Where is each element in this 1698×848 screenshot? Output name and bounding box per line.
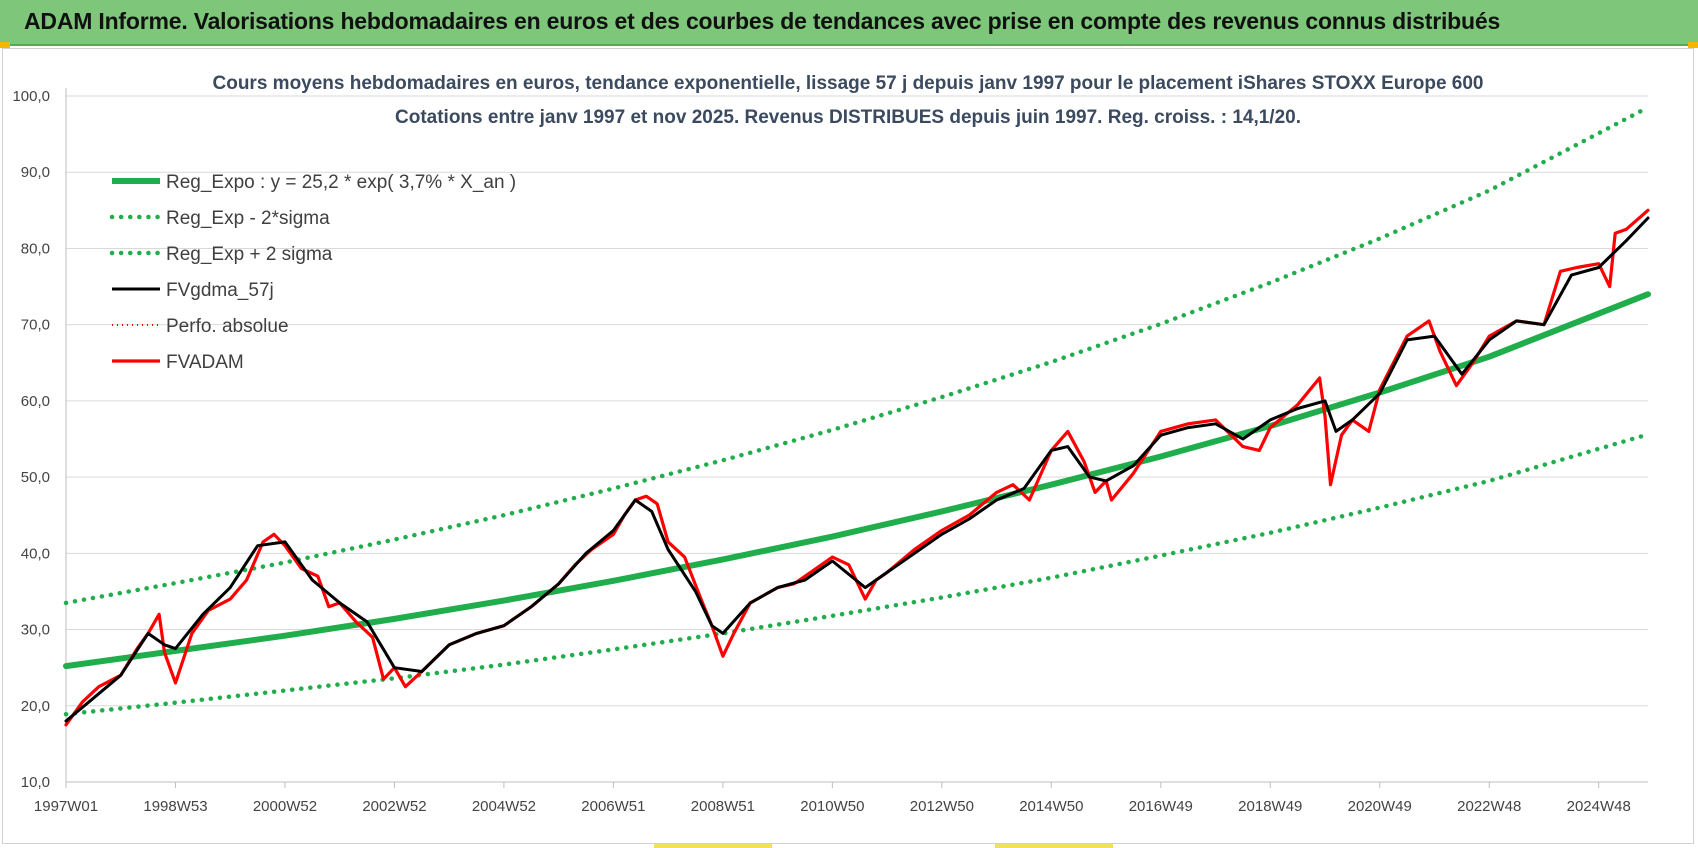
axes: 100,0 90,0 80,0 70,0 60,0 50,0 40,0 30,0 20,0 10,…: [12, 88, 1648, 815]
x-tick-label: 1998W53: [143, 798, 207, 815]
bottom-marker: [995, 844, 1113, 848]
series-line-1: [63, 432, 1651, 717]
legend-label: FVgdma_57j: [166, 280, 274, 301]
series-line-3: [64, 216, 1650, 723]
legend-label: FVADAM: [166, 352, 244, 373]
legend-label: Perfo. absolue: [166, 316, 289, 337]
x-tick-label: 2024W48: [1567, 798, 1631, 815]
y-tick-label: 30,0: [21, 622, 50, 639]
x-tick-label: 2020W49: [1348, 798, 1412, 815]
x-tick-label: 2004W52: [472, 798, 536, 815]
y-tick-label: 100,0: [12, 88, 50, 105]
y-tick-label: 70,0: [21, 317, 50, 334]
y-tick-label: 90,0: [21, 164, 50, 181]
x-tick-label: 2002W52: [362, 798, 426, 815]
legend-label: Reg_Expo : y = 25,2 * exp( 3,7% * X_an ): [166, 172, 516, 193]
series-line-0: [63, 291, 1651, 670]
corner-mark-right: [1688, 42, 1698, 48]
x-tick-label: 2010W50: [800, 798, 864, 815]
x-tick-label: 2014W50: [1019, 798, 1083, 815]
legend: Reg_Expo : y = 25,2 * exp( 3,7% * X_an )…: [109, 172, 516, 373]
x-tick-label: 2008W51: [691, 798, 755, 815]
legend-label: Reg_Exp - 2*sigma: [166, 208, 330, 229]
y-tick-label: 40,0: [21, 545, 50, 562]
report-title: ADAM Informe. Valorisations hebdomadaire…: [24, 8, 1501, 34]
x-tick-label: 2006W51: [581, 798, 645, 815]
y-tick-label: 20,0: [21, 698, 50, 715]
x-tick-label: 2018W49: [1238, 798, 1302, 815]
x-tick-label: 2000W52: [253, 798, 317, 815]
grid: [66, 95, 1648, 783]
y-tick-label: 50,0: [21, 469, 50, 486]
series-line-5: [64, 208, 1650, 727]
series: [63, 105, 1651, 727]
bottom-marker: [654, 844, 772, 848]
legend-label: Reg_Exp + 2 sigma: [166, 244, 333, 265]
y-tick-label: 60,0: [21, 393, 50, 410]
y-tick-label: 80,0: [21, 240, 50, 257]
report-banner: ADAM Informe. Valorisations hebdomadaire…: [0, 0, 1698, 46]
x-tick-label: 2022W48: [1457, 798, 1521, 815]
corner-mark-left: [0, 42, 10, 48]
y-tick-label: 10,0: [21, 774, 50, 791]
chart-subtitle: Cotations entre janv 1997 et nov 2025. R…: [395, 107, 1301, 128]
x-tick-label: 1997W01: [34, 798, 98, 815]
series-line-2: [63, 105, 1651, 606]
x-tick-label: 2012W50: [910, 798, 974, 815]
chart-title: Cours moyens hebdomadaires en euros, ten…: [213, 73, 1484, 94]
chart-frame: [2, 48, 1694, 844]
x-tick-label: 2016W49: [1129, 798, 1193, 815]
